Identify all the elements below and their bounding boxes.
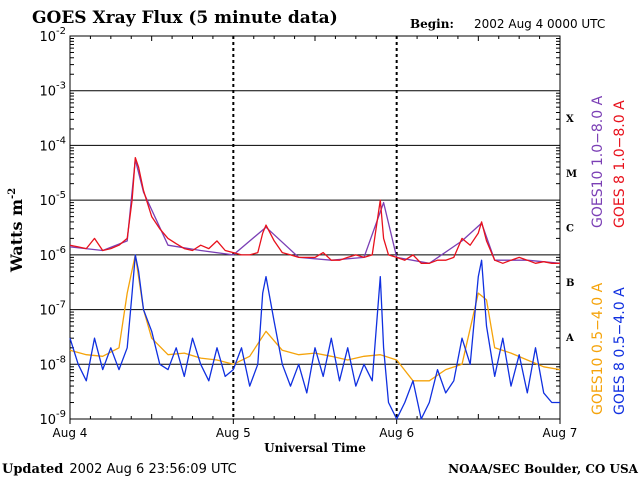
x-axis-ticks: Aug 4 Aug 5 Aug 6 Aug 7 (53, 36, 578, 440)
x-tick-label: Aug 6 (379, 426, 414, 440)
y-tick-label: 10-9 (39, 409, 66, 428)
begin-label: Begin: (410, 17, 454, 31)
y-tick-exponent: -5 (56, 190, 66, 201)
begin-value: 2002 Aug 4 0000 UTC (474, 17, 605, 31)
flare-class-label: M (566, 169, 577, 180)
x-tick-label: Aug 4 (53, 426, 88, 440)
footer-updated-label: Updated (2, 462, 63, 477)
plot-frame (69, 35, 561, 420)
y-tick-exponent: -7 (56, 300, 66, 311)
footer-updated-value: 2002 Aug 6 23:56:09 UTC (69, 462, 236, 477)
y-tick-base: 10 (39, 358, 56, 373)
y-tick-base: 10 (39, 194, 56, 209)
y-tick-label: 10-2 (39, 26, 66, 45)
y-tick-base: 10 (39, 85, 56, 100)
series-line (69, 254, 560, 420)
legend: GOES10 1.0−8.0 A GOES 8 1.0−8.0 A GOES10 0… (590, 95, 628, 415)
y-tick-exponent: -2 (56, 26, 66, 37)
chart-title: GOES Xray Flux (5 minute data) (32, 8, 338, 28)
footer-credit: NOAA/SEC Boulder, CO USA (448, 462, 639, 476)
series-line (69, 156, 560, 264)
legend-entry: GOES10 0.5−4.0 A (590, 282, 606, 415)
grid-lines (70, 36, 560, 419)
flare-class-label: C (566, 224, 574, 235)
legend-entry: GOES 8 0.5−4.0 A (612, 287, 628, 415)
flare-class-labels: A B C M X (565, 114, 577, 344)
x-axis-title: Universal Time (264, 441, 366, 455)
y-tick-exponent: -4 (56, 135, 66, 146)
y-tick-label: 10-8 (39, 354, 66, 373)
y-tick-base: 10 (39, 30, 56, 45)
y-tick-label: 10-3 (39, 81, 66, 100)
y-axis-title: Watts m-2 (7, 188, 26, 273)
y-tick-exponent: -6 (56, 245, 66, 256)
series-lines (69, 156, 561, 420)
y-tick-base: 10 (39, 304, 56, 319)
y-tick-exponent: -9 (56, 409, 66, 420)
y-tick-label: 10-4 (39, 135, 66, 154)
x-tick-label: Aug 7 (543, 426, 578, 440)
x-tick-label: Aug 5 (216, 426, 251, 440)
y-axis-ticks: 10-910-810-710-610-510-410-310-2 (39, 26, 560, 428)
flare-class-label: B (566, 278, 574, 289)
y-tick-base: 10 (39, 249, 56, 264)
y-tick-base: 10 (39, 139, 56, 154)
footer-updated: Updated 2002 Aug 6 23:56:09 UTC (2, 462, 237, 477)
y-axis-title-main: Watts m (7, 199, 26, 273)
legend-entry: GOES10 1.0−8.0 A (590, 95, 606, 228)
flare-class-label: A (565, 333, 574, 344)
series-line (69, 158, 561, 264)
y-tick-label: 10-6 (39, 245, 66, 264)
y-tick-label: 10-7 (39, 300, 66, 319)
flare-class-label: X (566, 114, 574, 125)
y-tick-exponent: -8 (56, 354, 66, 365)
y-tick-label: 10-5 (39, 190, 66, 209)
y-tick-exponent: -3 (56, 81, 66, 92)
legend-entry: GOES 8 1.0−8.0 A (612, 100, 628, 228)
y-axis-title-sup: -2 (7, 188, 18, 199)
y-tick-base: 10 (39, 413, 56, 428)
